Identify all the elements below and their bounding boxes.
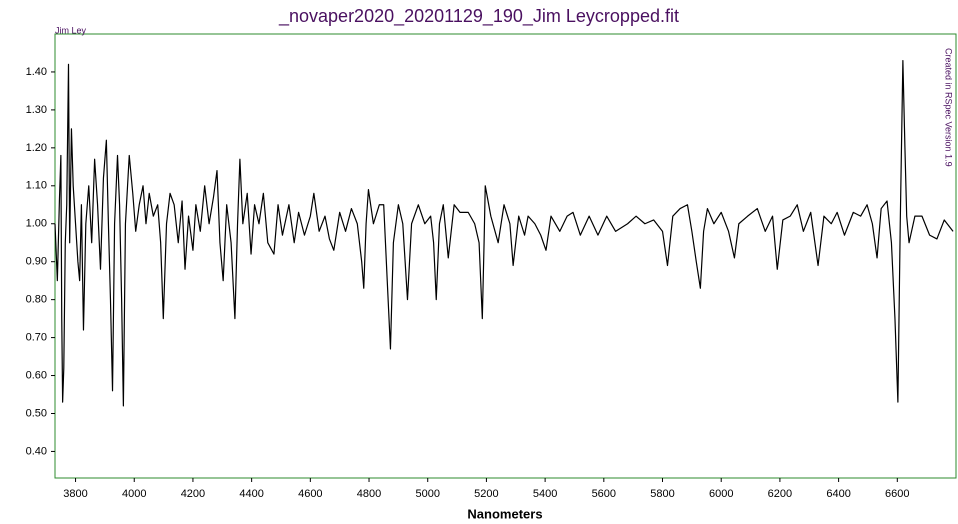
x-tick-label: 6000 (709, 488, 733, 500)
side-note: Created in RSpec Version 1.9 (944, 48, 954, 167)
x-tick-label: 6400 (826, 488, 850, 500)
x-tick-label: 3800 (63, 488, 87, 500)
x-tick-label: 6200 (768, 488, 792, 500)
x-tick-label: 5200 (474, 488, 498, 500)
x-tick-label: 5800 (650, 488, 674, 500)
x-tick-label: 4800 (357, 488, 381, 500)
chart-title: _novaper2020_20201129_190_Jim Leycropped… (278, 6, 679, 27)
y-tick-label: 1.40 (26, 66, 47, 78)
y-tick-label: 0.70 (26, 331, 47, 343)
y-tick-label: 1.20 (26, 142, 47, 154)
y-tick-label: 1.30 (26, 104, 47, 116)
y-tick-label: 0.50 (26, 407, 47, 419)
x-tick-label: 6600 (885, 488, 909, 500)
y-tick-label: 1.00 (26, 218, 47, 230)
x-tick-label: 4400 (239, 488, 263, 500)
y-tick-label: 1.10 (26, 180, 47, 192)
x-tick-label: 4200 (181, 488, 205, 500)
x-tick-label: 5000 (415, 488, 439, 500)
y-tick-label: 0.80 (26, 294, 47, 306)
corner-note: Jim Ley (55, 25, 87, 35)
y-tick-label: 0.60 (26, 369, 47, 381)
x-tick-label: 5600 (592, 488, 616, 500)
x-tick-label: 4000 (122, 488, 146, 500)
x-tick-label: 5400 (533, 488, 557, 500)
y-tick-label: 0.90 (26, 256, 47, 268)
y-tick-label: 0.40 (26, 445, 47, 457)
spectrum-line (54, 59, 954, 407)
x-tick-label: 4600 (298, 488, 322, 500)
x-axis-label: Nanometers (467, 506, 542, 521)
plot-frame (54, 33, 957, 479)
